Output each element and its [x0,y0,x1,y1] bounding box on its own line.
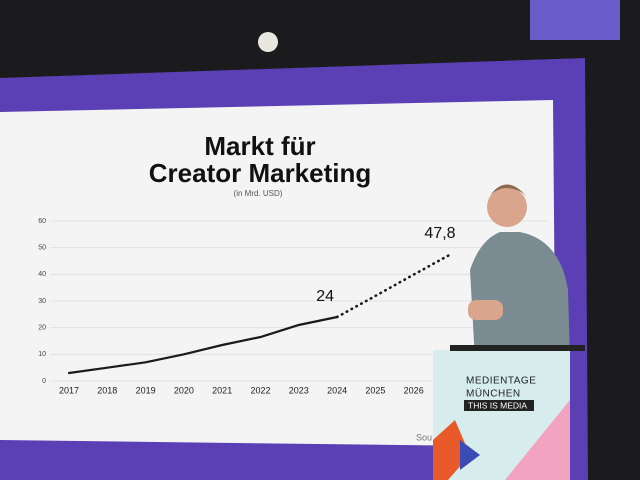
lamp [258,32,278,52]
chart: Markt für Creator Marketing (in Mrd. USD… [38,131,548,442]
chart-title: Markt für [204,131,315,161]
data-line [335,252,454,319]
podium-text: MÜNCHEN [466,388,521,400]
y-tick-label: 10 [38,351,46,358]
value-label: 47,8 [424,225,455,242]
y-tick-label: 0 [42,378,46,385]
value-label: 24 [316,288,334,305]
x-tick-label: 2019 [136,385,156,395]
logo-shape [505,400,570,480]
screen [0,100,556,447]
podium-tagline: THIS IS MEDIA [468,400,527,410]
chart-subtitle: (in Mrd. USD) [234,189,283,198]
x-tick-label: 2020 [174,385,194,395]
y-tick-label: 60 [38,218,46,225]
speaker [468,184,570,360]
ceiling-panel [530,0,620,40]
podium: MEDIENTAGE MÜNCHEN THIS IS MEDIA [433,345,585,480]
x-tick-label: 2023 [289,385,309,395]
head [487,187,527,227]
y-tick-label: 50 [38,245,46,252]
x-tick-label: 2018 [97,385,117,395]
y-tick-label: 30 [38,298,46,305]
arm [468,300,503,320]
hair [487,184,528,200]
x-tick-label: 2022 [250,385,270,395]
x-tick-label: 2024 [327,385,347,395]
y-tick-label: 20 [38,325,46,332]
x-tick-label: 2026 [404,385,424,395]
logo-shape [460,440,480,470]
y-tick-label: 40 [38,271,46,278]
podium-top [450,345,585,351]
x-tick-label: 2017 [59,385,79,395]
x-tick-label: 2025 [365,385,385,395]
source: Sou [416,432,432,442]
tagline-box [464,400,534,411]
podium-text: MEDIENTAGE [466,376,536,387]
chart-title: Creator Marketing [149,158,372,188]
x-tick-label: 2021 [212,385,232,395]
shirt [470,232,570,360]
data-line [67,315,339,375]
